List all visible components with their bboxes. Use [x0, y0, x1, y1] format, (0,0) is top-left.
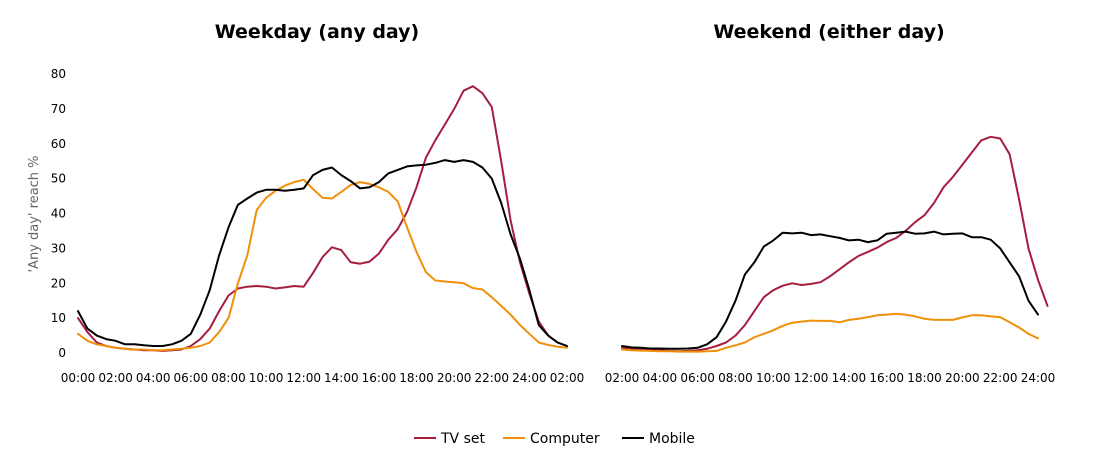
weekday-line-mobile [77, 159, 568, 347]
weekend-x-tick-label: 06:00 [680, 371, 715, 385]
y-axis-label: 'Any day' reach % [27, 155, 42, 272]
weekday-plot-area [77, 85, 568, 352]
weekday-x-tick-label: 08:00 [211, 371, 246, 385]
legend-label: Computer [530, 431, 600, 447]
weekend-x-tick-label: 22:00 [983, 371, 1018, 385]
weekend-x-tick-label: 16:00 [869, 371, 904, 385]
weekend-line-mobile [621, 230, 1039, 350]
weekday-x-tick-label: 02:00 [550, 371, 585, 385]
weekday-x-axis: 00:00 02:00 04:00 06:00 08:00 10:00 12:00 14:00… [61, 371, 585, 385]
weekend-x-tick-label: 12:00 [794, 371, 829, 385]
weekend-x-tick-label: 14:00 [832, 371, 867, 385]
y-tick-label: 40 [51, 207, 66, 221]
legend-label: Mobile [649, 431, 695, 447]
weekend-line-computer [621, 312, 1039, 353]
y-tick-label: 80 [51, 67, 66, 81]
weekend-plot-area [621, 135, 1049, 353]
y-tick-label: 30 [51, 241, 66, 255]
legend-label: TV set [440, 431, 485, 447]
weekday-x-tick-label: 06:00 [174, 371, 209, 385]
chart-legend: TV set Computer Mobile [414, 431, 695, 447]
weekend-x-tick-label: 08:00 [718, 371, 753, 385]
weekday-chart-title: Weekday (any day) [215, 21, 419, 43]
weekend-x-tick-label: 18:00 [907, 371, 942, 385]
weekend-x-tick-label: 10:00 [756, 371, 791, 385]
weekend-x-tick-label: 24:00 [1021, 371, 1056, 385]
weekend-line-tv-set [621, 135, 1049, 353]
weekday-x-tick-label: 16:00 [362, 371, 397, 385]
legend-item-tv-set: TV set [414, 431, 485, 447]
weekday-x-tick-label: 20:00 [437, 371, 472, 385]
weekday-x-tick-label: 24:00 [512, 371, 547, 385]
legend-item-mobile: Mobile [622, 431, 695, 447]
y-tick-label: 60 [51, 137, 66, 151]
weekday-x-tick-label: 00:00 [61, 371, 96, 385]
y-tick-label: 0 [58, 346, 66, 360]
y-tick-label: 20 [51, 276, 66, 290]
weekday-x-tick-label: 12:00 [286, 371, 321, 385]
weekday-x-tick-label: 14:00 [324, 371, 359, 385]
y-axis: 0 10 20 30 40 50 60 70 80 [51, 67, 66, 360]
weekday-x-tick-label: 22:00 [474, 371, 509, 385]
weekday-line-computer [77, 178, 568, 352]
y-tick-label: 50 [51, 172, 66, 186]
weekend-x-tick-label: 04:00 [643, 371, 678, 385]
weekend-x-axis: 02:00 04:00 06:00 08:00 10:00 12:00 14:00 16:00… [605, 371, 1056, 385]
y-tick-label: 70 [51, 102, 66, 116]
weekend-chart-title: Weekend (either day) [713, 21, 944, 43]
weekday-x-tick-label: 04:00 [136, 371, 171, 385]
weekday-x-tick-label: 02:00 [98, 371, 133, 385]
weekday-x-tick-label: 18:00 [399, 371, 434, 385]
weekday-line-tv-set [77, 85, 568, 352]
weekday-x-tick-label: 10:00 [249, 371, 284, 385]
y-tick-label: 10 [51, 311, 66, 325]
weekend-x-tick-label: 20:00 [945, 371, 980, 385]
legend-item-computer: Computer [503, 431, 600, 447]
weekend-x-tick-label: 02:00 [605, 371, 640, 385]
